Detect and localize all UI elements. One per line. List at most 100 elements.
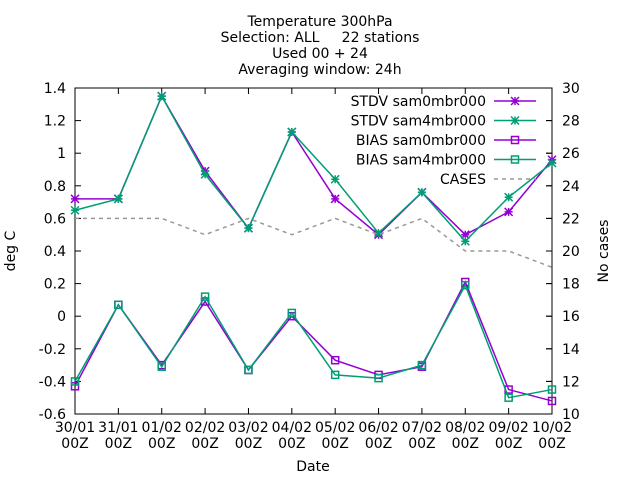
y2-tick-label: 10	[562, 407, 580, 423]
chart-title: Temperature 300hPa Selection: ALL 22 sta…	[221, 14, 420, 78]
legend-entry: CASES	[440, 172, 536, 188]
series-line	[74, 283, 553, 399]
y-tick-label: 1	[57, 146, 66, 162]
x-axis-label: Date	[296, 459, 329, 475]
star-marker	[113, 194, 123, 204]
star-marker	[200, 169, 210, 179]
legend-label: STDV sam0mbr000	[351, 94, 486, 110]
star-marker	[330, 194, 340, 204]
square-marker	[504, 393, 513, 402]
x-tick-label-hour: 00Z	[105, 436, 132, 452]
x-tick-label-date: 07/02	[402, 420, 442, 436]
x-tick-label-date: 09/02	[488, 420, 528, 436]
y-tick-label: 0.8	[44, 179, 66, 195]
star-marker	[460, 230, 470, 240]
title-line-3: Used 00 + 24	[272, 46, 368, 62]
series-cases	[75, 217, 553, 269]
legend-entry: BIAS sam0mbr000	[356, 133, 536, 149]
x-tick-label-date: 08/02	[445, 420, 485, 436]
x-tick-label-date: 10/02	[532, 420, 572, 436]
square-marker	[547, 385, 557, 394]
square-marker	[330, 355, 340, 365]
legend-label: STDV sam4mbr000	[351, 114, 486, 130]
x-tick-label-hour: 00Z	[495, 436, 522, 452]
x-tick-label-hour: 00Z	[452, 436, 479, 452]
y-tick-label: 0.4	[44, 244, 66, 260]
star-marker	[547, 158, 557, 168]
legend-label: CASES	[440, 172, 486, 188]
x-tick-label-date: 31/01	[98, 420, 138, 436]
x-tick-label-hour: 00Z	[148, 436, 175, 452]
y2-tick-label: 28	[562, 114, 580, 130]
star-marker	[510, 96, 520, 106]
x-tick-label-hour: 00Z	[408, 436, 435, 452]
x-tick-label-date: 06/02	[358, 420, 398, 436]
y-tick-label: 0.2	[44, 277, 66, 293]
series-stdv-sam4mbr000	[70, 91, 557, 246]
y2-tick-label: 26	[562, 146, 580, 162]
square-marker	[157, 362, 166, 371]
y-axis-right: 10 12 14 16 18 20 22 24 26 28 30	[546, 81, 580, 423]
series-line	[74, 280, 553, 402]
legend-label: BIAS sam4mbr000	[356, 153, 486, 169]
square-marker	[287, 308, 297, 318]
series-layer	[70, 91, 557, 406]
square-marker	[114, 300, 123, 310]
x-tick-label-hour: 00Z	[191, 436, 218, 452]
y-tick-label: 1.4	[44, 81, 66, 97]
y-tick-label: -0.2	[39, 342, 66, 358]
y2-tick-label: 16	[562, 309, 580, 325]
y-tick-label: -0.6	[39, 407, 66, 423]
y-tick-label: 0.6	[44, 211, 66, 227]
x-axis: 30/0100Z31/0100Z01/0200Z02/0200Z03/0200Z…	[55, 88, 572, 452]
x-tick-label-hour: 00Z	[61, 436, 88, 452]
star-marker	[504, 207, 514, 217]
x-tick-label-hour: 00Z	[538, 436, 565, 452]
x-tick-label-hour: 00Z	[321, 436, 348, 452]
y2-tick-label: 14	[562, 342, 580, 358]
x-tick-label-hour: 00Z	[365, 436, 392, 452]
square-marker	[244, 365, 253, 375]
x-tick-label-date: 04/02	[272, 420, 312, 436]
star-marker	[287, 127, 297, 137]
square-marker	[510, 135, 520, 145]
square-marker	[547, 396, 557, 406]
square-marker	[200, 292, 210, 301]
star-marker	[504, 192, 514, 202]
y2-axis-label: No cases	[596, 220, 612, 283]
legend: STDV sam0mbr000 STDV sam4mbr000 BIAS sam0m…	[351, 94, 536, 188]
square-marker	[417, 360, 427, 370]
square-marker	[70, 377, 80, 386]
y2-tick-label: 30	[562, 81, 580, 97]
x-tick-label-date: 05/02	[315, 420, 355, 436]
legend-entry: BIAS sam4mbr000	[356, 153, 536, 169]
square-marker	[510, 155, 520, 164]
y-tick-label: 0	[57, 309, 66, 325]
title-line-2: Selection: ALL 22 stations	[221, 30, 420, 46]
star-marker	[70, 205, 80, 215]
star-marker	[460, 236, 470, 246]
star-marker	[243, 223, 253, 233]
square-marker	[374, 373, 383, 383]
y-axis-left: -0.6 -0.4 -0.2 0 0.2 0.4 0.6 0.8 1 1.2 1.4	[39, 81, 552, 423]
x-tick-label-date: 02/02	[185, 420, 225, 436]
y2-tick-label: 22	[562, 211, 580, 227]
title-line-1: Temperature 300hPa	[246, 14, 392, 30]
y-tick-label: 1.2	[44, 114, 66, 130]
x-tick-label-hour: 00Z	[235, 436, 262, 452]
square-marker	[330, 370, 340, 380]
x-tick-label-date: 03/02	[228, 420, 268, 436]
y-axis-label: deg C	[3, 230, 19, 271]
star-marker	[157, 91, 167, 101]
legend-entry: STDV sam0mbr000	[351, 94, 536, 110]
star-marker	[510, 115, 520, 126]
y-tick-label: -0.4	[39, 374, 66, 390]
star-marker	[330, 174, 340, 184]
series-line	[75, 217, 553, 269]
star-marker	[417, 187, 427, 197]
legend-entry: STDV sam4mbr000	[351, 114, 536, 130]
x-tick-label-date: 30/01	[55, 420, 95, 436]
legend-label: BIAS sam0mbr000	[356, 133, 486, 149]
square-marker	[461, 280, 470, 290]
